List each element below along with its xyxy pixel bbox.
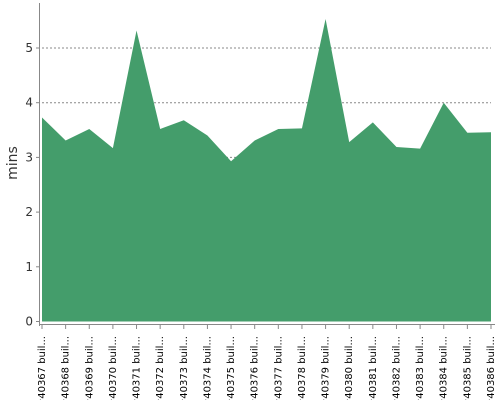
x-tick-label: #40370 buil... [108,336,119,400]
x-tick-label: #40372 buil... [155,336,166,400]
x-tick-label: #40385 buil... [462,336,473,400]
axis-layer [39,3,495,326]
x-tick-label: #40383 buil... [415,336,426,400]
x-tick-label: #40375 buil... [226,336,237,400]
y-tick-layer: 0 1 2 3 4 5 [25,41,40,329]
x-tick-label: #40373 buil... [179,336,190,400]
area-series [42,19,491,322]
y-tick-label: 3 [25,150,33,164]
x-tick-label: #40377 buil... [273,336,284,400]
y-tick-label: 5 [25,41,33,55]
x-tick-label: #40374 buil... [202,336,213,400]
x-tick-label: #40376 buil... [250,336,261,400]
y-tick-label: 0 [25,315,33,329]
y-tick-label: 2 [25,205,33,219]
x-tick-label: #40381 buil... [368,336,379,400]
y-tick-label: 1 [25,260,33,274]
x-tick-label: #40380 buil... [344,336,355,400]
y-axis-label: mins [5,146,21,180]
x-tick-label: #40378 buil... [297,336,308,400]
x-tick-label: #40384 buil... [439,336,450,400]
x-tick-label: #40379 buil... [321,336,332,400]
x-tick-label: #40386 buil... [486,336,497,400]
area-layer [42,19,491,322]
x-tick-label: #40367 buil... [37,336,48,400]
y-tick-label: 4 [25,96,33,110]
x-tick-label: #40368 buil... [61,336,72,400]
x-tick-label: #40371 buil... [132,336,143,400]
x-tick-layer: #40367 buil... #40368 buil... #40369 buil.… [37,324,497,400]
x-tick-label: #40382 buil... [391,336,402,400]
x-tick-label: #40369 buil... [84,336,95,400]
